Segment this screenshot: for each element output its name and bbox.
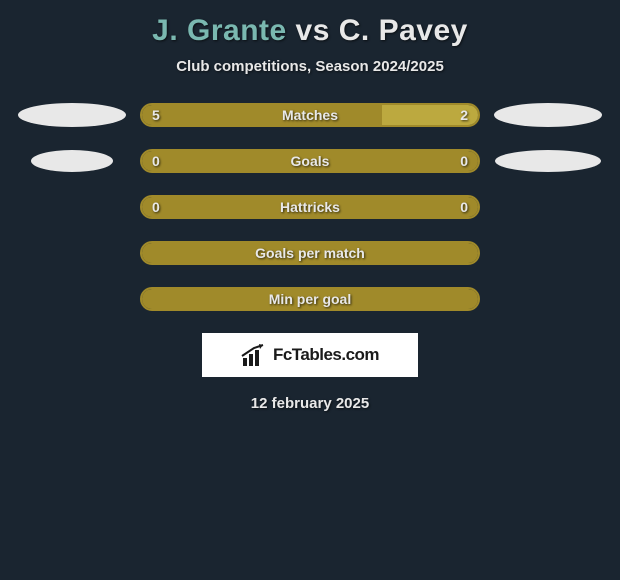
stat-label: Matches: [282, 107, 338, 123]
right-ellipse-slot: [488, 150, 608, 172]
stat-ellipse-right: [494, 103, 602, 127]
stat-label: Goals: [291, 153, 330, 169]
stat-row: Matches 5 2: [0, 103, 620, 127]
stat-value-right: 0: [460, 153, 468, 169]
stat-label: Min per goal: [269, 291, 351, 307]
stat-value-right: 0: [460, 199, 468, 215]
stat-rows: Matches 5 2 Goals 0 0 Hattricks 0 0 Goals per mat…: [0, 103, 620, 311]
stat-value-left: 5: [152, 107, 160, 123]
vs-separator: vs: [296, 14, 330, 47]
player2-name: C. Pavey: [339, 14, 468, 47]
stat-row: Hattricks 0 0: [0, 195, 620, 219]
logo-chart-icon: [241, 344, 267, 366]
player1-name: J. Grante: [152, 14, 287, 47]
stat-bar: Goals 0 0: [140, 149, 480, 173]
stat-label: Hattricks: [280, 199, 340, 215]
stat-value-right: 2: [460, 107, 468, 123]
subtitle: Club competitions, Season 2024/2025: [176, 58, 444, 75]
left-ellipse-slot: [12, 150, 132, 172]
stat-bar: Min per goal: [140, 287, 480, 311]
comparison-widget: J. Grante vs C. Pavey Club competitions,…: [0, 0, 620, 420]
stat-bar: Matches 5 2: [140, 103, 480, 127]
stat-label: Goals per match: [255, 245, 365, 261]
stat-ellipse-left: [18, 103, 126, 127]
page-title: J. Grante vs C. Pavey: [152, 14, 468, 48]
stat-bar: Goals per match: [140, 241, 480, 265]
stat-ellipse-left: [31, 150, 113, 172]
left-ellipse-slot: [12, 103, 132, 127]
stat-row: Min per goal: [0, 287, 620, 311]
stat-value-left: 0: [152, 199, 160, 215]
logo-box: FcTables.com: [202, 333, 418, 377]
stat-value-left: 0: [152, 153, 160, 169]
stat-bar: Hattricks 0 0: [140, 195, 480, 219]
logo-text: FcTables.com: [273, 345, 379, 365]
stat-row: Goals 0 0: [0, 149, 620, 173]
bar-segment-left: [142, 105, 382, 125]
stat-ellipse-right: [495, 150, 601, 172]
stat-row: Goals per match: [0, 241, 620, 265]
date-stamp: 12 february 2025: [251, 395, 369, 412]
right-ellipse-slot: [488, 103, 608, 127]
